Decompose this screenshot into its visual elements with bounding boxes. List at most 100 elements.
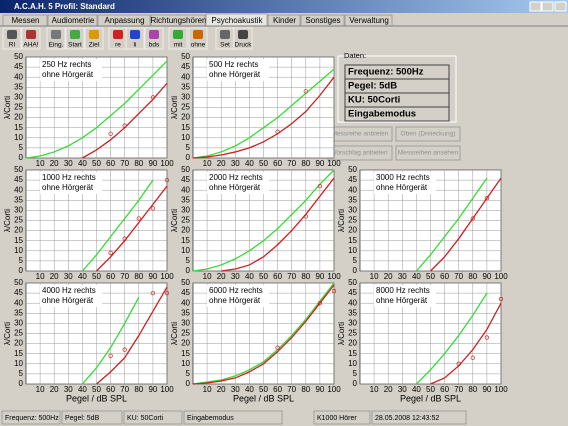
x-axis-label: Pegel / dB SPL [233,393,294,403]
curve [430,302,502,385]
data-point [498,297,504,302]
x-tick-label: 50 [92,385,101,394]
x-tick-label: 20 [50,159,59,168]
y-tick-label: 45 [14,62,23,71]
chart-title: 500 Hz rechts [209,60,258,69]
y-tick-label: 35 [14,195,23,204]
x-tick-label: 30 [64,272,73,281]
toolbar-icon [220,30,230,39]
x-tick-label: 50 [259,385,268,394]
tab-label: Messen [11,16,39,25]
x-tick-label: 40 [78,159,87,168]
data-point [150,206,156,211]
x-tick-label: 30 [64,159,73,168]
data-point [470,355,475,360]
y-tick-label: 30 [181,319,190,328]
toolbar-label: Ziel [89,42,100,49]
y-tick-label: 30 [348,319,357,328]
toolbar-label: Set [220,42,230,49]
action-button[interactable] [395,145,461,161]
curve [415,177,488,272]
y-tick-label: 15 [181,236,190,245]
y-tick-label: 35 [14,308,23,317]
data-point [470,216,475,221]
y-tick-label: 30 [348,206,357,215]
action-button-label: Messreihe anbieten [332,131,389,138]
x-tick-label: 90 [482,385,491,394]
y-tick-label: 50 [348,278,357,287]
x-tick-label: 10 [370,272,379,281]
close-button[interactable] [554,1,567,12]
x-tick-label: 20 [384,272,393,281]
x-tick-label: 90 [148,272,157,281]
panel-value: Frequenz: 500Hz [348,67,424,78]
curve [221,177,335,272]
toolbar-icon [173,30,183,39]
tab-label: Richtungshören [150,16,206,25]
chart-title: 8000 Hz rechts [376,286,430,295]
x-tick-label: 30 [231,385,240,394]
x-tick-label: 50 [92,159,101,168]
x-tick-label: 100 [160,159,174,168]
x-tick-label: 70 [454,385,463,394]
x-tick-label: 30 [398,272,407,281]
data-point [164,177,170,183]
chart-title: 6000 Hz rechts [209,286,263,295]
x-axis-label: Pegel / dB SPL [66,393,127,403]
x-tick-label: 50 [426,385,435,394]
y-tick-label: 25 [181,103,190,112]
y-tick-label: 15 [14,123,23,132]
status-text: Pegel: 5dB [65,415,100,422]
x-tick-label: 50 [259,272,268,281]
x-tick-label: 80 [134,385,143,394]
y-tick-label: 15 [181,123,190,132]
x-tick-label: 80 [468,385,477,394]
toolbar-label: Druck [235,42,253,49]
y-tick-label: 0 [186,153,191,162]
minimize-button[interactable] [529,1,542,12]
data-point [303,214,308,219]
x-tick-label: 40 [245,272,254,281]
data-point [122,347,127,352]
y-tick-label: 50 [181,165,190,174]
y-tick-label: 30 [14,319,23,328]
status-bar [0,408,568,426]
y-tick-label: 0 [19,379,24,388]
y-tick-label: 25 [348,216,357,225]
y-tick-label: 20 [181,113,190,122]
y-tick-label: 10 [14,246,23,255]
x-tick-label: 100 [494,272,508,281]
x-tick-label: 70 [120,272,129,281]
y-tick-label: 0 [186,379,191,388]
maximize-button[interactable] [541,1,554,12]
y-tick-label: 10 [181,359,190,368]
chart-title: 2000 Hz rechts [209,173,263,182]
data-point [122,236,127,241]
data-point [456,361,461,366]
y-tick-label: 50 [181,52,190,61]
panel-value: Eingabemodus [348,109,416,120]
x-axis-label: Pegel / dB SPL [400,393,461,403]
y-axis-label: λ/Corti [170,96,179,119]
y-tick-label: 15 [14,236,23,245]
toolbar-label: Start [68,42,82,49]
data-point [108,353,113,358]
action-button[interactable] [395,126,461,142]
curve [81,296,140,385]
toolbar-icon [89,30,99,39]
data-point [303,89,308,94]
x-tick-label: 50 [92,272,101,281]
x-tick-label: 70 [454,272,463,281]
x-tick-label: 70 [287,385,296,394]
curve [192,68,335,159]
window-title: A.C.A.H. 5 Profil: Standard [14,2,115,11]
label-box [40,285,102,307]
y-tick-label: 20 [14,226,23,235]
y-axis-label: λ/Corti [337,322,346,345]
y-tick-label: 10 [14,359,23,368]
toolbar-label: bds [149,42,160,49]
chart-subtitle: ohne Hörgerät [209,183,261,192]
data-point [150,95,156,100]
y-tick-label: 0 [353,266,358,275]
